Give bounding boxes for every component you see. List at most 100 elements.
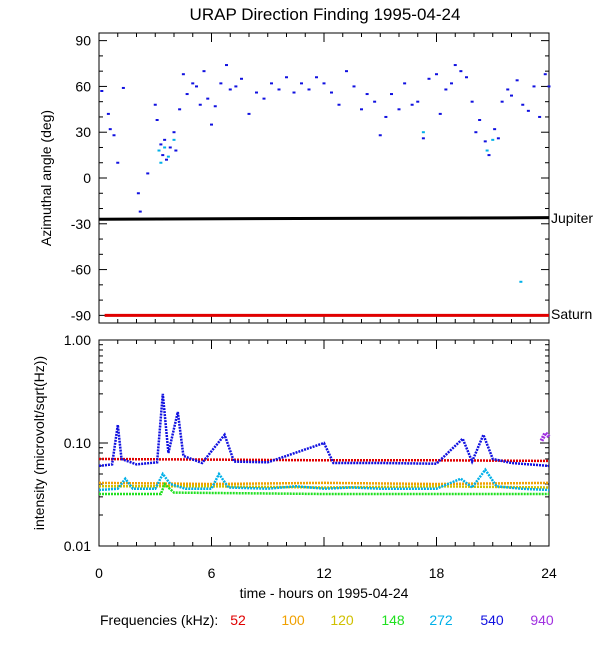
legend-item-148: 148 <box>381 612 405 628</box>
legend-item-940: 940 <box>530 612 554 628</box>
azimuth-point <box>450 82 453 85</box>
azimuth-point <box>270 82 273 85</box>
azimuth-point <box>172 131 176 134</box>
top-y-tick-label: -60 <box>71 262 91 278</box>
x-tick-label: 12 <box>316 565 332 581</box>
bottom-y-tick-label: 0.01 <box>64 538 91 554</box>
azimuth-point <box>163 146 167 149</box>
legend-item-120: 120 <box>330 612 354 628</box>
azimuth-point <box>470 100 474 103</box>
azimuth-point <box>465 76 468 79</box>
azimuth-point <box>538 115 542 118</box>
azimuth-point <box>106 112 110 115</box>
azimuth-point <box>255 91 258 94</box>
azimuth-point <box>153 103 157 106</box>
azimuth-point <box>500 100 504 103</box>
intensity-series-272 <box>98 467 550 492</box>
azimuth-point <box>352 85 356 88</box>
azimuth-point <box>168 146 172 149</box>
azimuth-point <box>116 161 120 164</box>
x-tick-label: 18 <box>429 565 445 581</box>
azimuth-point <box>483 140 487 143</box>
azimuth-point <box>172 138 176 141</box>
bottom-panel-ticks: 1.00 0.10 0.010 6 12 18 24 <box>64 332 557 581</box>
azimuth-point <box>373 100 377 103</box>
bottom-panel-series <box>98 393 551 496</box>
top-panel-ticks: 90 60 30 0 -30 -60 -90 <box>71 33 550 323</box>
azimuth-point <box>491 138 495 141</box>
azimuth-point <box>410 103 414 106</box>
azimuth-point <box>206 97 210 100</box>
azimuth-point <box>202 70 206 73</box>
azimuth-point <box>474 131 478 134</box>
azimuth-point <box>198 103 202 106</box>
x-tick-label: 0 <box>95 565 103 581</box>
top-y-tick-label: 0 <box>83 170 91 186</box>
azimuth-point <box>155 119 159 121</box>
azimuth-point <box>493 128 497 131</box>
intensity-series-940 <box>539 429 551 442</box>
azimuth-point <box>178 108 182 111</box>
azimuth-point <box>487 154 491 157</box>
azimuth-point <box>390 93 393 96</box>
intensity-series-540 <box>98 393 550 468</box>
jupiter-label: Jupiter <box>551 210 593 226</box>
azimuth-point <box>121 86 125 89</box>
azimuth-point <box>228 88 232 91</box>
bottom-y-tick-label: 1.00 <box>64 332 91 348</box>
azimuth-point <box>403 82 407 85</box>
top-panel-points <box>100 64 551 283</box>
azimuth-point <box>159 143 163 146</box>
azimuth-point <box>547 85 551 88</box>
azimuth-point <box>427 77 431 80</box>
azimuth-point <box>240 77 243 80</box>
azimuth-point <box>219 82 223 85</box>
azimuth-point <box>496 137 500 140</box>
azimuth-point <box>157 149 161 152</box>
azimuth-point <box>416 100 420 103</box>
azimuth-point <box>397 108 401 111</box>
azimuth-point <box>485 149 489 152</box>
top-y-tick-label: 60 <box>75 78 91 94</box>
azimuth-point <box>174 149 178 152</box>
azimuth-point <box>438 112 442 115</box>
azimuth-point <box>421 131 425 134</box>
legend-item-540: 540 <box>480 612 504 628</box>
top-y-tick-label: -30 <box>71 216 91 232</box>
x-tick-label: 6 <box>208 565 216 581</box>
azimuth-point <box>210 123 213 126</box>
azimuth-point <box>444 88 448 91</box>
top-y-tick-label: -90 <box>71 307 91 323</box>
azimuth-point <box>262 97 266 100</box>
azimuth-point <box>112 134 116 137</box>
intensity-series-148 <box>99 481 549 496</box>
azimuth-point <box>108 128 112 131</box>
top-panel-reference-lines <box>98 216 550 317</box>
legend-item-100: 100 <box>281 612 305 628</box>
azimuth-point <box>185 93 189 96</box>
azimuth-point <box>330 91 333 94</box>
azimuth-point <box>307 88 311 91</box>
azimuth-point <box>195 85 198 88</box>
azimuth-point <box>519 280 523 283</box>
bottom-y-tick-label: 0.10 <box>64 435 91 451</box>
intensity-series-100 <box>98 481 550 486</box>
azimuth-point <box>337 103 341 106</box>
intensity-series-52 <box>98 457 550 463</box>
azimuth-point <box>247 112 251 115</box>
azimuth-point <box>435 73 438 76</box>
azimuth-point <box>159 161 163 164</box>
x-axis-label: time - hours on 1995-04-24 <box>240 585 409 601</box>
bottom-y-axis-label: intensity (microvolt/sqrt(Hz)) <box>31 356 47 530</box>
azimuth-point <box>161 154 165 157</box>
azimuth-point <box>384 115 388 118</box>
top-y-tick-label: 90 <box>75 33 91 49</box>
azimuth-point <box>322 82 326 85</box>
chart-title: URAP Direction Finding 1995-04-24 <box>190 5 461 24</box>
top-y-axis-label: Azimuthal angle (deg) <box>38 110 54 246</box>
azimuth-point <box>100 90 104 92</box>
jupiter-line <box>98 216 550 221</box>
azimuth-point <box>421 137 425 140</box>
azimuth-point <box>300 82 303 85</box>
